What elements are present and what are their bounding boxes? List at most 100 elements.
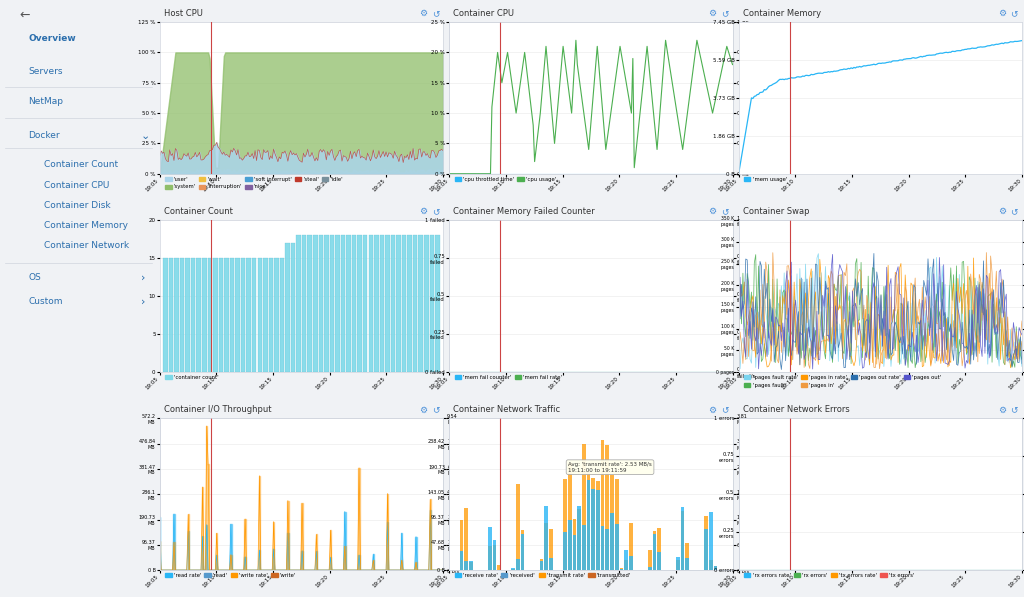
Bar	[380, 235, 384, 372]
Bar	[291, 243, 295, 372]
Bar	[596, 490, 600, 570]
Bar	[286, 243, 290, 372]
Bar	[429, 235, 434, 372]
Bar	[657, 528, 660, 570]
Bar	[516, 559, 520, 570]
Legend: 'cpu throttled time', 'cpu usage': 'cpu throttled time', 'cpu usage'	[455, 177, 556, 182]
Bar	[620, 568, 624, 570]
Bar	[396, 235, 400, 372]
Text: ↺: ↺	[1011, 9, 1018, 18]
Bar	[681, 511, 684, 570]
Text: Container Count: Container Count	[44, 160, 118, 170]
Text: Container CPU: Container CPU	[44, 180, 110, 190]
Text: ⚙: ⚙	[419, 9, 427, 18]
Text: ⚙: ⚙	[997, 405, 1006, 414]
Bar	[190, 258, 196, 372]
Bar	[374, 235, 379, 372]
Text: NetMap: NetMap	[29, 97, 63, 106]
Bar	[572, 519, 577, 570]
Text: Container I/O Throughput: Container I/O Throughput	[164, 405, 271, 414]
Bar	[487, 546, 492, 570]
Bar	[180, 258, 184, 372]
Legend: 'mem usage': 'mem usage'	[744, 177, 786, 182]
Text: Container Memory Failed Counter: Container Memory Failed Counter	[454, 207, 595, 216]
Bar	[257, 258, 262, 372]
Text: ⌄: ⌄	[141, 131, 151, 140]
Bar	[385, 235, 390, 372]
Bar	[587, 480, 591, 570]
Bar	[610, 513, 613, 570]
Bar	[391, 235, 395, 372]
Bar	[685, 543, 689, 570]
Bar	[563, 479, 567, 570]
Text: Container Count: Container Count	[164, 207, 232, 216]
Bar	[263, 258, 267, 372]
Text: ↺: ↺	[721, 405, 729, 414]
Bar	[313, 235, 317, 372]
Text: ⚙: ⚙	[709, 9, 717, 18]
Text: Container Network: Container Network	[44, 241, 129, 251]
Bar	[591, 478, 595, 570]
Text: Host CPU: Host CPU	[164, 9, 203, 18]
Bar	[681, 507, 684, 570]
Bar	[714, 567, 718, 570]
Bar	[568, 463, 571, 570]
Bar	[213, 258, 218, 372]
Bar	[487, 527, 492, 570]
Legend: 'container count': 'container count'	[165, 375, 218, 380]
Text: ⚙: ⚙	[419, 405, 427, 414]
Bar	[511, 569, 515, 570]
Bar	[174, 258, 179, 372]
Bar	[605, 445, 609, 570]
Bar	[714, 566, 718, 570]
Bar	[325, 235, 329, 372]
Text: Avg: 'transmit rate': 2.53 MB/s
19:11:00 to 19:11:59: Avg: 'transmit rate': 2.53 MB/s 19:11:00…	[568, 461, 652, 473]
Bar	[676, 557, 680, 570]
Text: ↺: ↺	[432, 405, 439, 414]
Bar	[652, 531, 656, 570]
Bar	[236, 258, 240, 372]
Bar	[352, 235, 356, 372]
Bar	[705, 530, 708, 570]
Bar	[657, 552, 660, 570]
Legend: 'receive rate', 'received', 'transmit rate', 'transmitted': 'receive rate', 'received', 'transmit ra…	[455, 573, 631, 578]
Bar	[614, 479, 618, 570]
Bar	[540, 559, 544, 570]
Text: Container Disk: Container Disk	[44, 201, 111, 210]
Text: ↺: ↺	[721, 207, 729, 216]
Text: ⚙: ⚙	[419, 207, 427, 216]
Bar	[563, 533, 567, 570]
Bar	[307, 235, 312, 372]
Bar	[582, 444, 586, 570]
Text: ⚙: ⚙	[709, 207, 717, 216]
Bar	[362, 235, 368, 372]
Bar	[208, 258, 212, 372]
Bar	[545, 524, 548, 570]
Legend: 'user', 'system', 'wait', 'interruption', 'soft interrupt', 'nice', 'steal', 'id: 'user', 'system', 'wait', 'interruption'…	[165, 177, 343, 189]
Text: Container Memory: Container Memory	[742, 9, 821, 18]
Bar	[413, 235, 418, 372]
Bar	[582, 525, 586, 570]
Bar	[408, 235, 412, 372]
Bar	[493, 540, 497, 570]
Bar	[197, 258, 201, 372]
Bar	[540, 561, 544, 570]
Bar	[605, 529, 609, 570]
Bar	[280, 258, 285, 372]
Legend: 'pages fault rate', 'pages fault', 'pages in rate', 'pages in', 'pages out rate': 'pages fault rate', 'pages fault', 'page…	[744, 375, 942, 387]
Bar	[685, 558, 689, 570]
Bar	[652, 534, 656, 570]
Bar	[224, 258, 228, 372]
Bar	[614, 524, 618, 570]
Bar	[296, 235, 301, 372]
Text: ↺: ↺	[1011, 207, 1018, 216]
Text: ›: ›	[141, 273, 145, 282]
Bar	[705, 516, 708, 570]
Bar	[521, 530, 524, 570]
Text: ←: ←	[19, 9, 30, 22]
Bar	[572, 535, 577, 570]
Bar	[252, 258, 256, 372]
Legend: 'rx errors rate', 'rx errors', 'tx errors rate', 'tx errors': 'rx errors rate', 'rx errors', 'tx error…	[744, 573, 914, 578]
Bar	[330, 235, 334, 372]
Bar	[318, 235, 324, 372]
